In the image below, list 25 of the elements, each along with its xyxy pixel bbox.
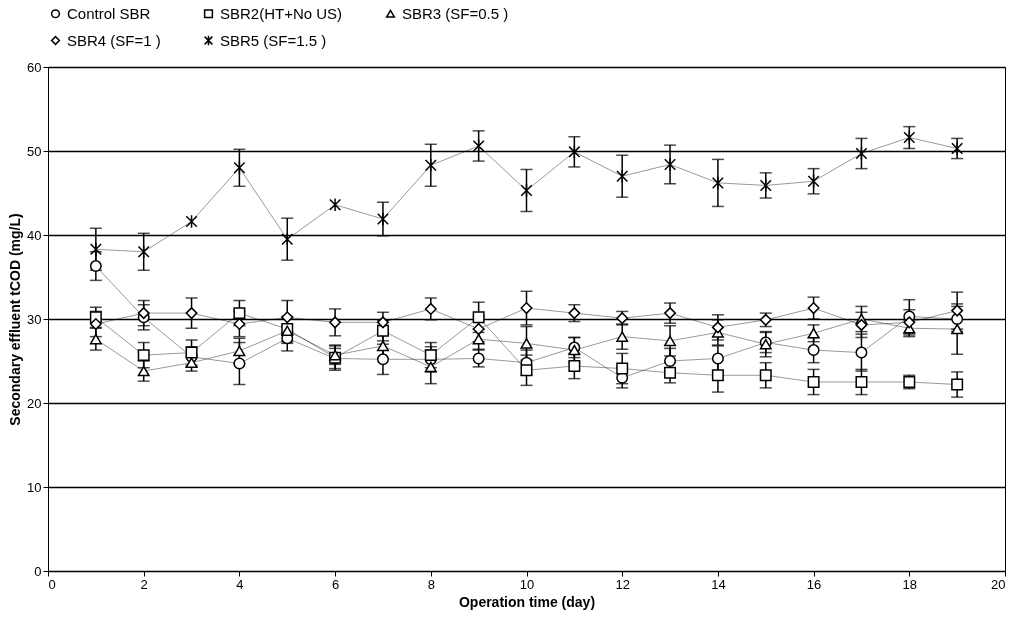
y-axis-title: Secondary effluent tCOD (mg/L) — [7, 213, 24, 426]
x-tick-label: 12 — [615, 576, 630, 592]
legend-label: SBR4 (SF=1 ) — [67, 31, 161, 49]
x-tick-label: 6 — [331, 576, 340, 592]
legend-label: SBR3 (SF=0.5 ) — [402, 4, 509, 22]
legend-label: SBR5 (SF=1.5 ) — [220, 31, 327, 49]
x-tick-label: 8 — [427, 576, 435, 592]
x-tick-label: 16 — [806, 576, 822, 592]
x-tick-label: 4 — [236, 576, 244, 592]
y-tick-label: 0 — [34, 563, 42, 579]
x-tick-label: 10 — [519, 576, 535, 592]
legend-label: Control SBR — [67, 4, 151, 22]
y-tick-label: 10 — [27, 479, 42, 495]
x-tick-label: 2 — [140, 576, 148, 592]
y-tick-label: 60 — [27, 59, 42, 75]
y-tick-label: 30 — [27, 311, 42, 327]
x-tick-label: 14 — [711, 576, 726, 592]
x-tick-label: 18 — [902, 576, 918, 592]
y-tick-label: 20 — [27, 395, 42, 411]
y-tick-label: 50 — [27, 143, 42, 159]
x-axis-title: Operation time (day) — [458, 593, 596, 610]
y-tick-label: 40 — [27, 227, 42, 243]
x-tick-label: 20 — [991, 576, 1006, 592]
legend-label: SBR2(HT+No US) — [220, 4, 343, 22]
x-tick-label: 0 — [48, 576, 56, 592]
